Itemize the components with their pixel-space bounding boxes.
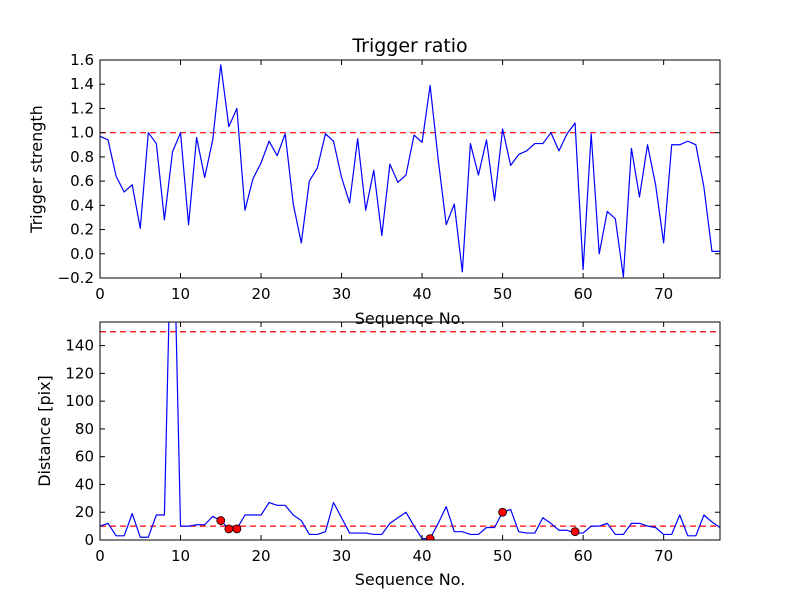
y-tick-label: 80 [75, 420, 94, 438]
series-line [100, 322, 720, 540]
y-tick-label: 20 [75, 503, 94, 521]
y-tick-label: 120 [65, 364, 94, 382]
x-axis-label: Sequence No. [355, 570, 466, 589]
data-point-marker [425, 534, 435, 540]
tick-layer: 0 10 20 30 40 50 60 70 0 20 40 60 80 100 120 140 [65, 322, 720, 565]
x-tick-label: 20 [251, 285, 270, 303]
y-tick-label: 0.0 [70, 245, 94, 263]
chart-distance: 0 10 20 30 40 50 60 70 0 20 40 60 80 100 120 140 Sequen… [35, 321, 721, 589]
chart-trigger-ratio: Trigger ratio 0 10 20 30 40 50 60 70−0.20.00.20… [27, 35, 721, 328]
y-tick-label: 1.4 [70, 75, 94, 93]
x-tick-label: 30 [332, 547, 351, 565]
data-point-marker [570, 527, 580, 537]
x-tick-label: 70 [654, 547, 673, 565]
y-tick-label: 0.8 [70, 148, 94, 166]
y-tick-label: 140 [65, 337, 94, 355]
data-point-marker [232, 524, 242, 534]
y-axis-label: Distance [pix] [35, 375, 54, 487]
y-tick-label: 1.2 [70, 99, 94, 117]
tick-layer: 0 10 20 30 40 50 60 70 −0.2 0.0 0.2 0.4 0.6 0.8 1.0 1.2… [58, 51, 720, 303]
y-tick-label: 0.2 [70, 221, 94, 239]
x-tick-label: 60 [574, 547, 593, 565]
y-tick-label: 0.6 [70, 172, 94, 190]
x-tick-label: 40 [413, 285, 432, 303]
y-tick-label: −0.2 [58, 269, 94, 287]
series-layer [100, 64, 720, 278]
x-tick-label: 10 [171, 285, 190, 303]
plot-frame [99, 321, 721, 541]
chart-title: Trigger ratio [351, 35, 467, 57]
x-axis-label: Sequence No. [355, 309, 466, 328]
x-tick-label: 40 [413, 547, 432, 565]
x-tick-label: 20 [251, 547, 270, 565]
x-tick-label: 50 [493, 285, 512, 303]
data-point-marker [498, 507, 507, 517]
x-tick-label: 30 [332, 285, 351, 303]
y-tick-label: 60 [75, 448, 94, 466]
y-tick-label: 100 [65, 392, 94, 410]
x-tick-label: 60 [574, 285, 593, 303]
series-layer [100, 322, 720, 540]
y-tick-label: 0 [84, 531, 94, 549]
data-point-marker [216, 516, 226, 525]
x-tick-label: 0 [95, 285, 105, 303]
y-tick-label: 1.6 [70, 51, 94, 69]
y-axis-label: Trigger strength [27, 105, 46, 234]
x-tick-label: 70 [654, 285, 673, 303]
data-point-marker [224, 524, 234, 534]
x-tick-label: 10 [171, 547, 190, 565]
plot-frame [99, 59, 721, 279]
y-tick-label: 40 [75, 475, 94, 493]
x-tick-label: 0 [95, 547, 105, 565]
series-line [100, 64, 720, 278]
x-tick-label: 50 [493, 547, 512, 565]
y-tick-label: 0.4 [70, 196, 94, 214]
y-tick-label: 1.0 [70, 124, 94, 142]
